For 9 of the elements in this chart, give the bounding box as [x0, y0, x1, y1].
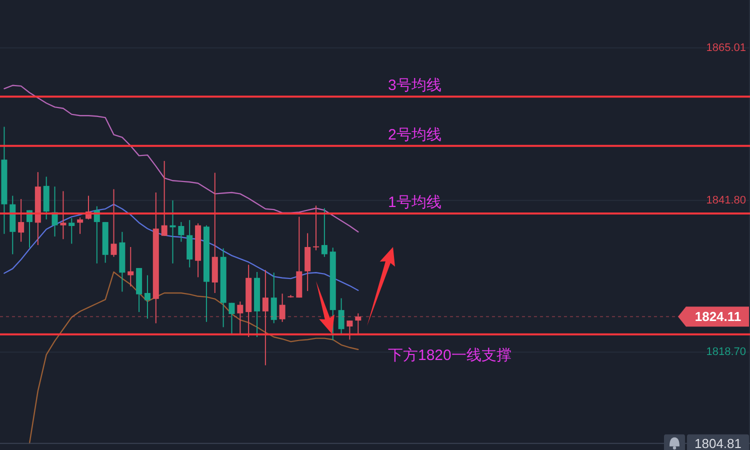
annotation: 下方1820一线支撑	[388, 346, 512, 364]
y-tick-label: 1841.80	[706, 194, 746, 206]
ref-line-label: 1804.81	[694, 436, 742, 450]
annotation: 2号均线	[388, 126, 442, 144]
y-tick-label: 1818.70	[706, 346, 746, 358]
annotation: 3号均线	[388, 77, 442, 94]
annotation: 1号均线	[388, 194, 442, 212]
y-tick-label: 1865.01	[706, 42, 746, 54]
ref-line-label: 1824.11	[694, 309, 742, 324]
